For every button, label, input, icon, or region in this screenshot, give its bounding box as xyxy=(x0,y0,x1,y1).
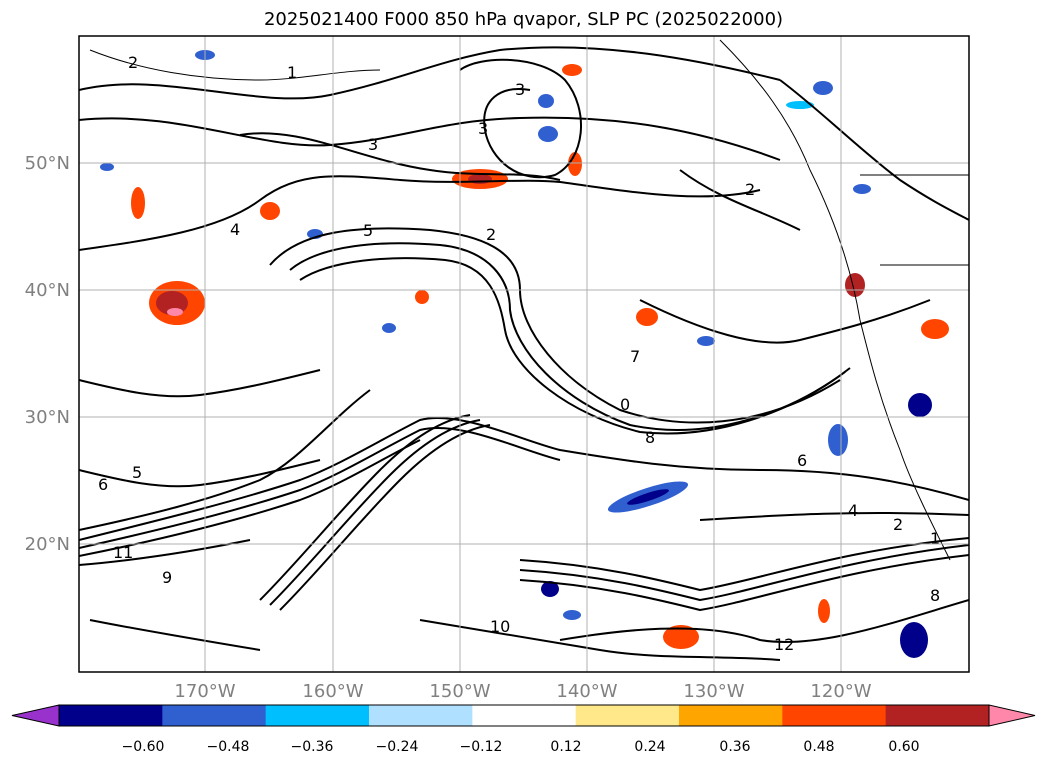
contour-label: 3 xyxy=(368,135,378,154)
colorbar-tick: 0.36 xyxy=(719,739,750,755)
lon-label-120w: 120°W xyxy=(810,681,871,702)
field-layer: 2 3 1 3 3 4 2 5 2 0 7 8 6 5 4 6 2 1 8 12… xyxy=(79,39,969,661)
colorbar-segment xyxy=(679,705,783,726)
colorbar-segment xyxy=(782,705,887,726)
colorbar-tick: −0.12 xyxy=(460,739,503,755)
contour-label: 2 xyxy=(128,53,138,72)
contour-label: 4 xyxy=(230,220,240,239)
contour-label: 9 xyxy=(162,568,172,587)
colorbar-segment xyxy=(885,705,990,726)
contour-label: 2 xyxy=(486,225,496,244)
colorbar-tick: −0.48 xyxy=(207,739,250,755)
lat-label-30n: 30°N xyxy=(25,407,70,428)
contour-label: 2 xyxy=(893,515,903,534)
lon-label-160w: 160°W xyxy=(302,681,363,702)
colorbar-segment xyxy=(369,705,473,726)
colorbar-tick: −0.36 xyxy=(291,739,334,755)
colorbar-segment xyxy=(472,705,577,726)
contour-label: 2 xyxy=(745,180,755,199)
contour-label: 8 xyxy=(645,428,655,447)
contour-label: 3 xyxy=(478,119,488,138)
coastlines xyxy=(89,39,969,561)
colorbar xyxy=(11,704,1036,727)
contour-label: 6 xyxy=(797,451,807,470)
lon-label-130w: 130°W xyxy=(683,681,744,702)
colorbar-segment xyxy=(162,705,267,726)
contour-label: 0 xyxy=(620,395,630,414)
colorbar-extend-max xyxy=(988,704,1036,727)
shaded-anomalies xyxy=(100,50,949,658)
contour-label: 5 xyxy=(363,221,373,240)
colorbar-segment xyxy=(59,705,163,726)
contour-label-group: 2 3 1 3 3 4 2 5 2 0 7 8 6 5 4 6 2 1 8 12… xyxy=(98,53,940,654)
contour-label: 11 xyxy=(113,543,133,562)
contour-label: 1 xyxy=(287,63,297,82)
contour-label: 7 xyxy=(630,347,640,366)
contour-label: 1 xyxy=(930,529,940,548)
map-title: 2025021400 F000 850 hPa qvapor, SLP PC (… xyxy=(263,9,784,30)
lat-label-20n: 20°N xyxy=(25,534,70,555)
colorbar-segment xyxy=(265,705,370,726)
colorbar-tick: −0.24 xyxy=(376,739,419,755)
colorbar-tick: 0.24 xyxy=(634,739,665,755)
colorbar-segment xyxy=(575,705,680,726)
contour-lines xyxy=(79,46,969,661)
colorbar-tick: 0.48 xyxy=(803,739,834,755)
lat-label-50n: 50°N xyxy=(25,153,70,174)
map-frame xyxy=(78,35,970,673)
contour-label: 5 xyxy=(132,463,142,482)
colorbar-tick: −0.60 xyxy=(122,739,165,755)
contour-label: 4 xyxy=(848,501,858,520)
colorbar-tick: 0.60 xyxy=(888,739,919,755)
colorbar-outline xyxy=(58,704,990,727)
lon-label-150w: 150°W xyxy=(429,681,490,702)
contour-label: 12 xyxy=(774,635,794,654)
gridlines xyxy=(79,36,969,672)
contour-label: 10 xyxy=(490,617,510,636)
colorbar-extend-min xyxy=(11,704,60,727)
colorbar-tick-labels: −0.60 −0.48 −0.36 −0.24 −0.12 0.12 0.24 … xyxy=(122,739,920,755)
contour-label: 6 xyxy=(98,475,108,494)
lat-label-40n: 40°N xyxy=(25,280,70,301)
lon-label-170w: 170°W xyxy=(174,681,235,702)
contour-label: 3 xyxy=(515,80,525,99)
colorbar-tick: 0.12 xyxy=(550,739,581,755)
contour-label: 8 xyxy=(930,586,940,605)
lon-label-140w: 140°W xyxy=(556,681,617,702)
map-area xyxy=(79,36,969,672)
